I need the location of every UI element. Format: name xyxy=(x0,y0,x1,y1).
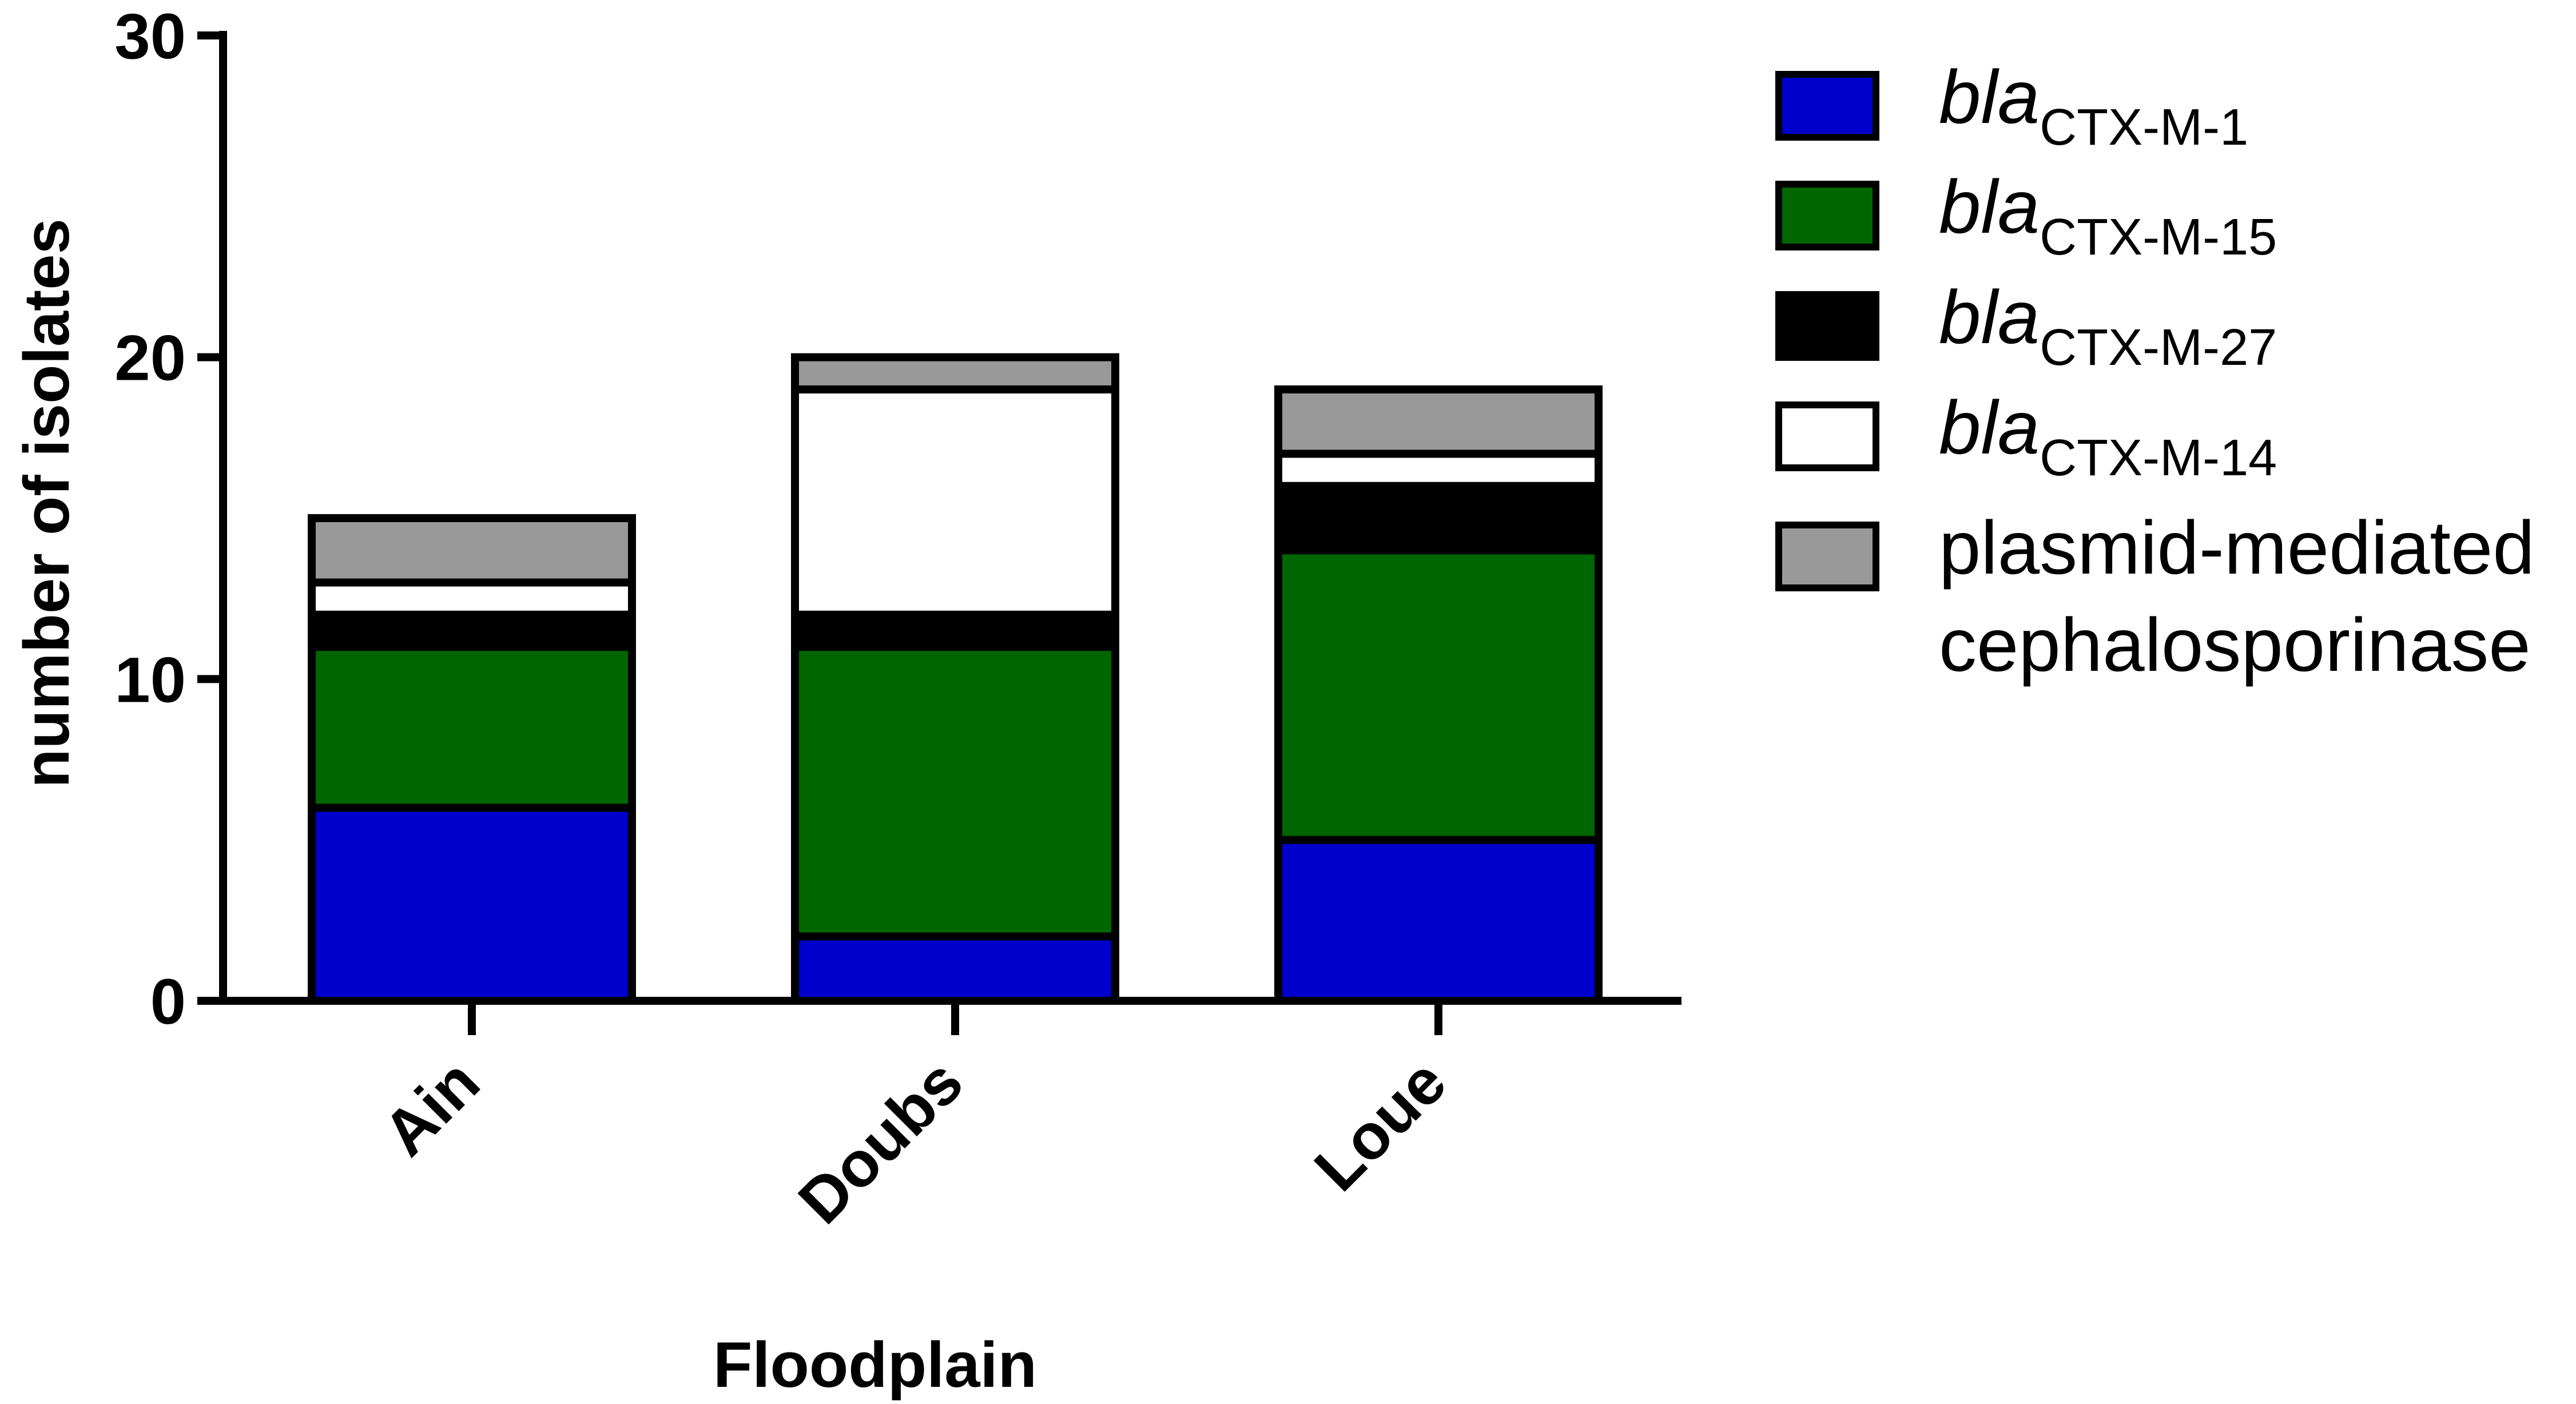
legend-swatch-2 xyxy=(1775,181,1879,250)
legend-label-5-line-1: plasmid-mediated xyxy=(1939,506,2535,590)
bar-segment-doubs-5 xyxy=(791,353,1119,393)
x-tick-label-doubs: Doubs xyxy=(785,1046,976,1238)
legend-label-5-line-2: cephalosporinase xyxy=(1939,603,2531,687)
bar-segment-loue-4 xyxy=(1274,450,1603,490)
bar-segment-ain-5 xyxy=(308,514,636,587)
bar-segment-doubs-4 xyxy=(791,385,1119,619)
bar-segment-loue-3 xyxy=(1274,482,1603,555)
x-tick-label-ain: Ain xyxy=(369,1046,493,1170)
bar-segment-loue-5 xyxy=(1274,385,1603,458)
legend-label-1: blaCTX-M-1 xyxy=(1939,55,2248,156)
legend-label-3: blaCTX-M-27 xyxy=(1939,275,2277,376)
legend-swatch-4 xyxy=(1775,401,1879,471)
bars-layer xyxy=(308,353,1603,1005)
y-axis-title: number of isolates xyxy=(11,218,82,788)
y-tick-label: 0 xyxy=(150,966,186,1037)
legend-swatch-5 xyxy=(1775,522,1879,591)
bar-segment-ain-3 xyxy=(308,610,636,651)
bar-segment-ain-4 xyxy=(308,578,636,619)
legend-swatch-3 xyxy=(1775,291,1879,361)
y-tick-label: 20 xyxy=(114,323,186,394)
bar-segment-loue-2 xyxy=(1274,546,1603,844)
x-tick-label-loue: Loue xyxy=(1301,1046,1460,1205)
x-axis-title: Floodplain xyxy=(713,1329,1037,1401)
legend-label-2: blaCTX-M-15 xyxy=(1939,165,2277,266)
bar-segment-doubs-1 xyxy=(791,932,1119,1005)
bar-segment-ain-1 xyxy=(308,804,636,1005)
bar-segment-ain-2 xyxy=(308,643,636,812)
bar-segment-doubs-3 xyxy=(791,610,1119,651)
bar-segment-doubs-2 xyxy=(791,643,1119,941)
y-tick-label: 30 xyxy=(114,1,186,72)
y-tick-label: 10 xyxy=(114,644,186,715)
legend: blaCTX-M-1blaCTX-M-15blaCTX-M-27blaCTX-M… xyxy=(1775,55,2535,687)
bar-segment-loue-1 xyxy=(1274,836,1603,1005)
legend-label-4: blaCTX-M-14 xyxy=(1939,385,2277,487)
legend-swatch-1 xyxy=(1775,71,1879,141)
